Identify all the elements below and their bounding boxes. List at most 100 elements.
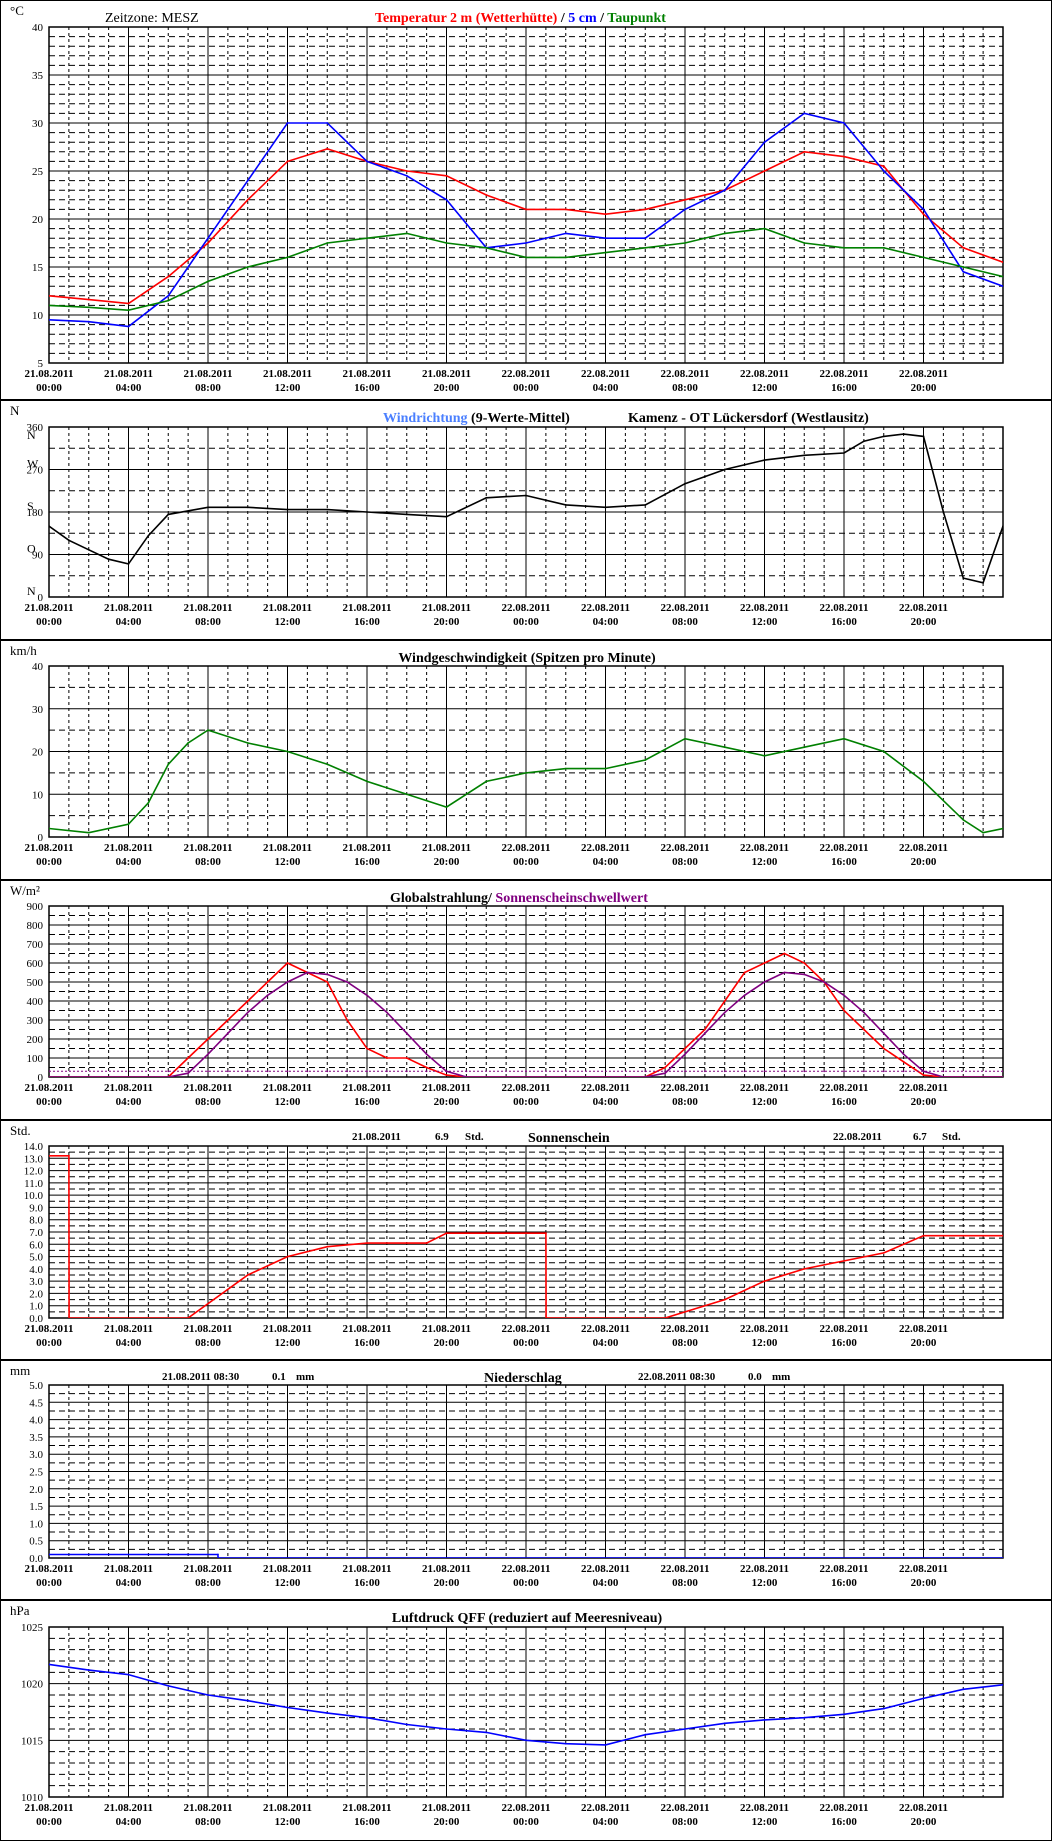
data-point-mean9: [644, 504, 647, 506]
data-point-mean9: [763, 459, 766, 461]
series-line-radiation: [49, 952, 1003, 1077]
data-point-sun: [445, 1232, 448, 1235]
data-point-sun_curve: [266, 994, 269, 997]
x-tick-date: 21.08.2011: [184, 1563, 233, 1575]
series-line-sun: [49, 1155, 1003, 1318]
compass-label: N: [27, 584, 36, 598]
y-tick-label: 30: [32, 118, 44, 130]
data-point-sun_curve: [783, 971, 786, 974]
x-tick-date: 21.08.2011: [104, 1082, 153, 1094]
data-point-t2m: [525, 208, 527, 211]
y-tick-label: 5.0: [29, 1380, 43, 1392]
data-point-sun_curve: [704, 1032, 706, 1035]
y-tick-label: 10: [32, 789, 44, 801]
data-point-sun_curve: [167, 1076, 170, 1077]
x-tick-time: 08:00: [672, 1096, 698, 1108]
x-tick-time: 16:00: [354, 1096, 380, 1108]
data-point-radiation: [366, 1047, 368, 1050]
data-point-dew: [684, 242, 686, 244]
x-tick-date: 22.08.2011: [899, 368, 948, 380]
data-point-sun_curve: [1002, 1076, 1003, 1077]
data-point-t2m: [405, 170, 408, 172]
data-point-qff: [684, 1728, 686, 1730]
data-point-gust: [684, 737, 686, 740]
x-tick-time: 00:00: [36, 1096, 62, 1108]
x-tick-time: 08:00: [672, 616, 698, 628]
data-point-sun: [1002, 1234, 1003, 1237]
data-point-radiation: [723, 1000, 726, 1002]
data-point-sun_curve: [723, 1011, 726, 1014]
x-tick-date: 21.08.2011: [25, 602, 74, 614]
data-point-mean9: [902, 433, 905, 435]
x-tick-date: 21.08.2011: [263, 1323, 312, 1335]
x-tick-date: 22.08.2011: [502, 1563, 551, 1575]
chart-title: Niederschlag: [484, 1371, 562, 1386]
x-tick-time: 04:00: [593, 1816, 619, 1828]
data-point-sun: [882, 1252, 885, 1254]
x-tick-date: 22.08.2011: [740, 602, 789, 614]
data-point-sun: [922, 1234, 925, 1237]
data-point-t2m: [922, 213, 925, 216]
data-point-qff: [564, 1742, 567, 1745]
x-tick-time: 16:00: [354, 382, 380, 394]
x-tick-date: 22.08.2011: [581, 1802, 630, 1814]
data-point-qff: [962, 1688, 965, 1691]
x-tick-date: 21.08.2011: [343, 1323, 392, 1335]
x-tick-date: 22.08.2011: [820, 602, 869, 614]
y-tick-label: 0: [38, 1072, 44, 1084]
y-tick-label: 20: [32, 747, 44, 759]
y-tick-label: 7.0: [29, 1227, 43, 1239]
chart-wind_speed: 0 10 20 30 40 km/h 21.08.2011 00:00 21.08.2011 04…: [0, 640, 1052, 880]
x-tick-time: 08:00: [672, 856, 698, 868]
data-point-radiation: [326, 981, 329, 983]
x-tick-date: 21.08.2011: [343, 602, 392, 614]
x-tick-date: 21.08.2011: [263, 842, 312, 854]
x-tick-time: 12:00: [752, 616, 778, 628]
x-tick-time: 16:00: [354, 1577, 380, 1589]
x-tick-date: 22.08.2011: [740, 1802, 789, 1814]
x-tick-date: 21.08.2011: [25, 1323, 74, 1335]
chart-temperature: 5 10 15 20 25 30 35 40 °C 21.08.2011 00:00 21.08.20…: [0, 0, 1052, 400]
x-tick-time: 16:00: [831, 616, 857, 628]
x-tick-date: 21.08.2011: [25, 842, 74, 854]
y-tick-label: 270: [27, 465, 44, 477]
y-tick-label: 9.0: [29, 1202, 43, 1214]
data-point-t2m: [167, 275, 170, 278]
data-point-sun_curve: [326, 973, 329, 976]
data-point-dew: [962, 266, 965, 268]
x-tick-time: 04:00: [116, 856, 142, 868]
x-tick-time: 00:00: [513, 1816, 539, 1828]
y-tick-label: 10.0: [24, 1190, 44, 1202]
x-tick-time: 16:00: [831, 856, 857, 868]
x-tick-time: 00:00: [513, 1337, 539, 1349]
x-tick-date: 21.08.2011: [422, 1563, 471, 1575]
data-point-threshold: [346, 1070, 348, 1073]
y-tick-label: 3.0: [29, 1449, 43, 1461]
y-axis-unit: W/m²: [10, 883, 40, 898]
y-tick-label: 2.0: [29, 1288, 43, 1300]
data-point-t5cm: [167, 294, 170, 297]
y-tick-label: 0: [38, 592, 44, 604]
y-tick-label: 700: [27, 939, 44, 951]
data-point-mean9: [882, 435, 885, 438]
summary-unit: Std.: [465, 1131, 484, 1143]
data-point-mean9: [723, 468, 726, 471]
data-point-threshold: [465, 1070, 468, 1073]
x-tick-time: 16:00: [354, 856, 380, 868]
data-point-mean9: [564, 504, 567, 506]
y-tick-label: 40: [32, 22, 44, 34]
data-point-dew: [723, 232, 726, 235]
data-point-t5cm: [684, 208, 686, 211]
x-tick-date: 21.08.2011: [422, 842, 471, 854]
x-tick-time: 04:00: [116, 1337, 142, 1349]
data-point-threshold: [902, 1070, 905, 1073]
data-point-qff: [326, 1712, 329, 1714]
data-point-t5cm: [882, 170, 885, 172]
data-point-threshold: [49, 1070, 50, 1073]
data-point-radiation: [704, 1028, 706, 1031]
data-point-radiation: [445, 1074, 448, 1076]
x-tick-time: 20:00: [434, 382, 460, 394]
data-point-radiation: [664, 1066, 666, 1069]
x-tick-time: 00:00: [513, 382, 539, 394]
x-tick-time: 00:00: [513, 1096, 539, 1108]
